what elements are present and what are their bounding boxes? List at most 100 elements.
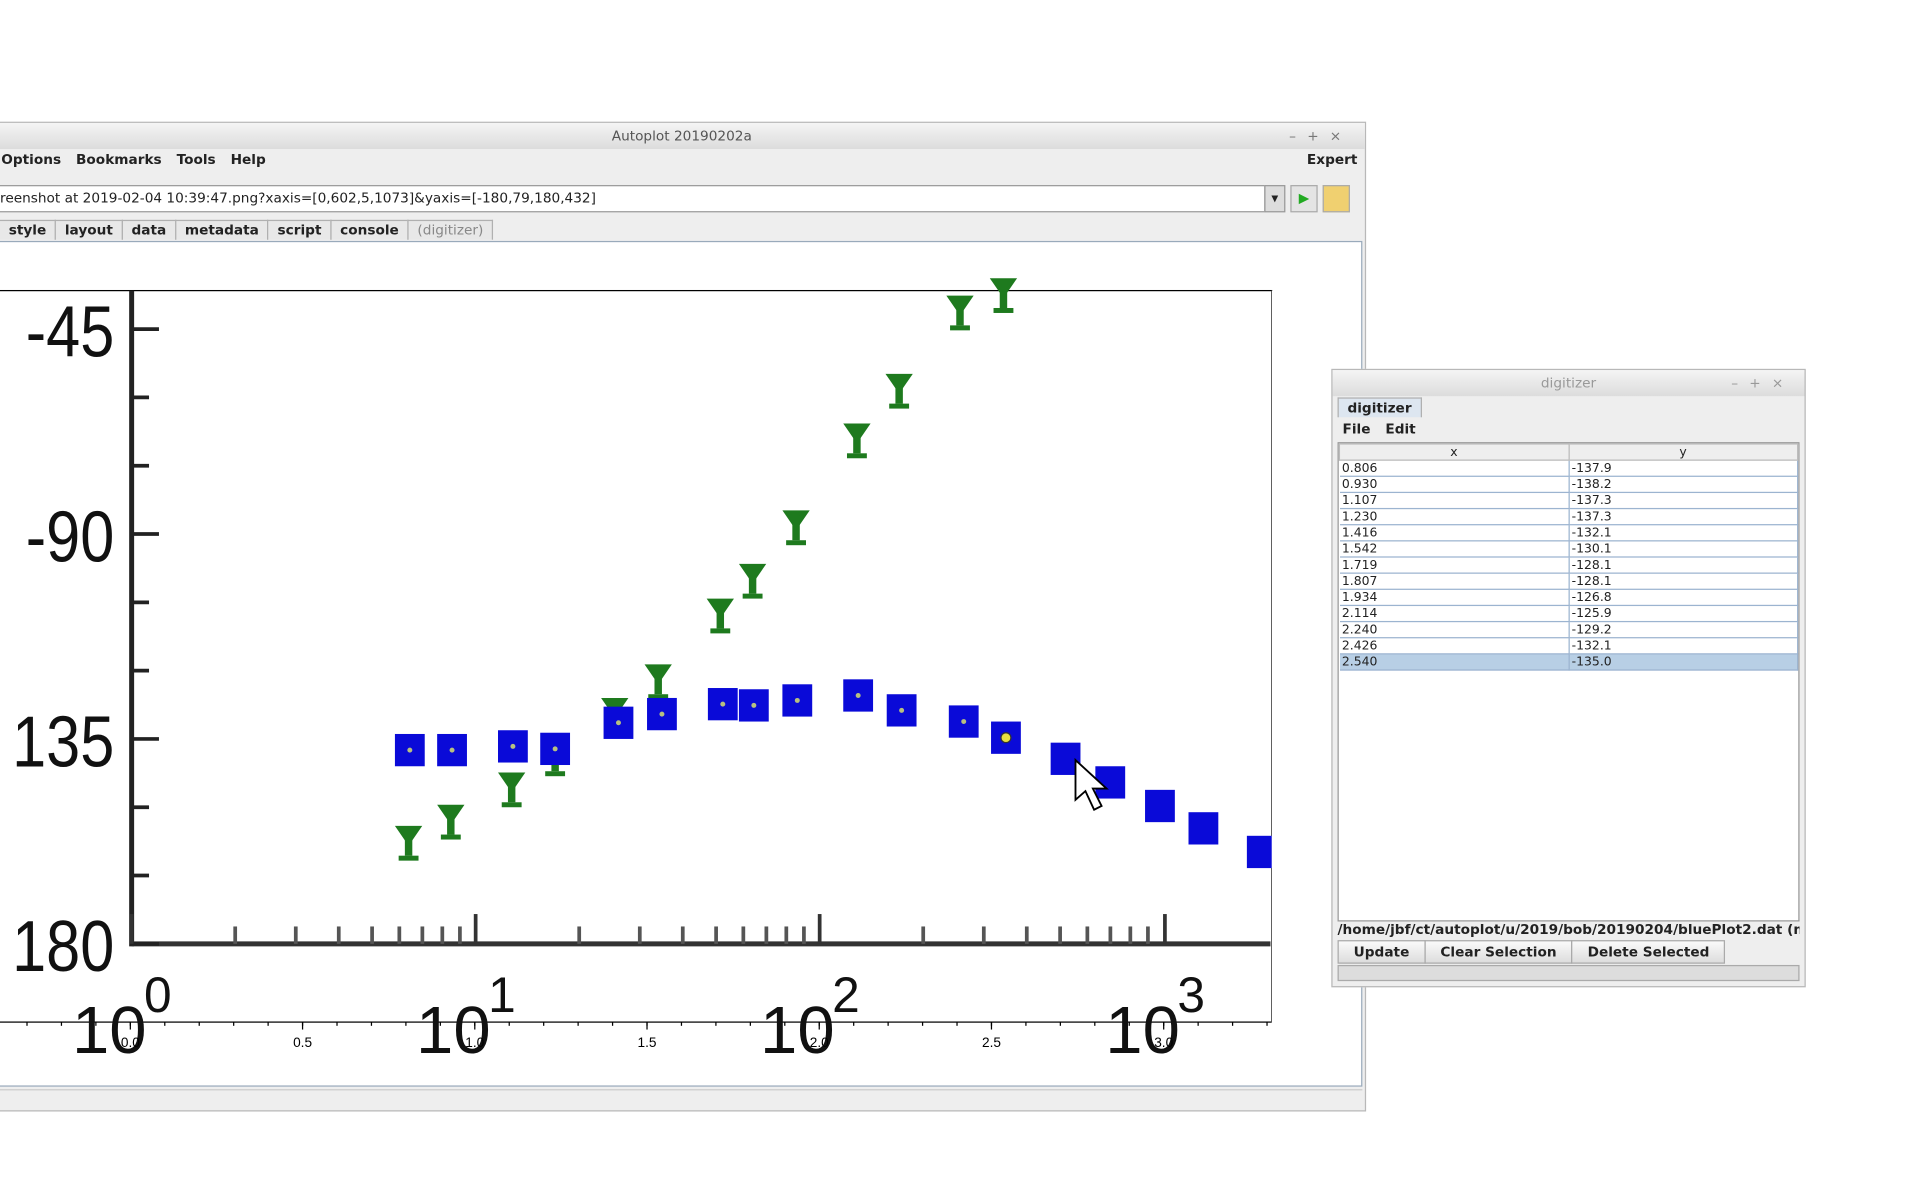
table-row[interactable]: 2.240 -129.2 [1339, 621, 1799, 639]
button[interactable]: Clear Selection [1424, 940, 1573, 964]
image-marker [999, 283, 1008, 308]
table-cell: -128.1 [1568, 556, 1799, 574]
scrollbar[interactable] [1337, 964, 1800, 982]
digitized-point[interactable] [1000, 732, 1012, 744]
menu-bar: File Edit [1343, 420, 1431, 440]
title-bar: Autoplot 20190202a –+× [0, 122, 1365, 150]
x-tick-label: 0.5 [293, 1035, 312, 1050]
status-bar [0, 1089, 1363, 1111]
image-x-label: 10 [72, 993, 147, 1068]
image-y-label: 180 [12, 907, 114, 988]
uri-field[interactable]: reenshot at 2019-02-04 10:39:47.png?xaxi… [0, 185, 1266, 213]
table-cell: -129.2 [1568, 621, 1799, 639]
table-cell: -132.1 [1568, 637, 1799, 655]
table-row[interactable]: 2.114 -125.9 [1339, 605, 1799, 623]
menu-item[interactable]: Edit [1385, 421, 1416, 438]
image-x-label: 10 [760, 993, 835, 1068]
table-cell: -132.1 [1568, 524, 1799, 542]
menu-item[interactable]: Help [230, 151, 266, 168]
table-row[interactable]: 1.934 -126.8 [1339, 589, 1799, 607]
plot-frame [0, 289, 1273, 1023]
table-row[interactable]: 1.416 -132.1 [1339, 524, 1799, 542]
digitized-point[interactable] [552, 746, 558, 752]
image-y-label: -90 [26, 497, 114, 578]
tab[interactable]: layout [54, 219, 123, 240]
mouse-cursor [1074, 757, 1109, 811]
digitized-point[interactable] [615, 720, 621, 726]
image-marker [748, 568, 757, 594]
button-bar: Update Clear Selection Delete Selected [1337, 940, 1726, 964]
digitized-point[interactable] [407, 747, 413, 753]
digitizer-tab[interactable]: digitizer [1337, 397, 1422, 418]
open-button[interactable] [1322, 185, 1350, 213]
button[interactable]: Delete Selected [1571, 940, 1726, 964]
image-x-label: 2 [832, 967, 860, 1023]
table-cell: 2.114 [1339, 605, 1570, 623]
menu-item[interactable]: File [1342, 421, 1371, 438]
table-row[interactable]: 0.930 -138.2 [1339, 476, 1799, 494]
image-x-label: 10 [1105, 993, 1180, 1068]
digitized-point[interactable] [659, 711, 665, 717]
table-cell: 2.426 [1339, 637, 1570, 655]
x-tick-label: 2.0 [810, 1035, 829, 1050]
image-marker [853, 428, 861, 454]
digitized-point[interactable] [510, 743, 516, 749]
table-cell: 1.230 [1339, 508, 1570, 526]
tab[interactable]: metadata [174, 219, 269, 240]
window-controls[interactable]: –+× [1289, 127, 1353, 145]
tab[interactable]: (digitizer) [407, 219, 494, 240]
digitized-point[interactable] [720, 701, 726, 707]
image-marker [956, 300, 964, 326]
image-x-label: 3 [1177, 967, 1205, 1023]
image-marker [846, 453, 867, 459]
table-cell: -137.9 [1568, 460, 1799, 477]
tab-bar: style layout data metadata script console (dig… [0, 219, 494, 240]
table-row[interactable]: 1.719 -128.1 [1339, 556, 1799, 574]
uri-text: reenshot at 2019-02-04 10:39:47.png?xaxi… [0, 190, 596, 207]
table-area: x y 0.806 -137.9 0.930 -138.2 1.107 -137.3 1.230… [1337, 442, 1800, 922]
title-bar: digitizer –+× [1332, 370, 1805, 397]
menu-item[interactable]: Bookmarks [76, 151, 162, 168]
data-table: x y 0.806 -137.9 0.930 -138.2 1.107 -137.3 1.230… [1338, 443, 1799, 671]
image-marker [716, 603, 725, 629]
expert-menu[interactable]: Expert [1306, 151, 1358, 168]
table-cell: 0.806 [1339, 460, 1570, 477]
uri-dropdown[interactable]: ▾ [1264, 185, 1286, 213]
table-cell: -130.1 [1568, 540, 1799, 558]
table-cell: -128.1 [1568, 573, 1799, 590]
window-controls[interactable]: –+× [1731, 375, 1795, 392]
image-marker [440, 834, 461, 840]
digitized-point[interactable] [449, 747, 455, 753]
digitized-point[interactable] [899, 707, 905, 713]
table-cell: -138.2 [1568, 476, 1799, 494]
menu-item[interactable]: Tools [176, 151, 216, 168]
digitized-point[interactable] [855, 692, 861, 698]
table-row[interactable]: 2.540 -135.0 [1339, 653, 1799, 671]
image-marker [889, 403, 910, 409]
table-cell: 0.930 [1339, 476, 1570, 494]
image-marker [895, 378, 903, 404]
table-row[interactable]: 1.107 -137.3 [1339, 492, 1799, 510]
table-cell: 1.416 [1339, 524, 1570, 542]
digitized-point[interactable] [961, 719, 967, 725]
window-title: digitizer [1540, 375, 1597, 392]
table-row[interactable]: 1.542 -130.1 [1339, 540, 1799, 558]
digitized-point[interactable] [751, 702, 757, 708]
image-marker [507, 777, 516, 803]
table-row[interactable]: 1.230 -137.3 [1339, 508, 1799, 526]
table-cell: 2.240 [1339, 621, 1570, 639]
image-x-label: 1 [488, 967, 516, 1023]
image-marker [792, 515, 800, 541]
table-row[interactable]: 2.426 -132.1 [1339, 637, 1799, 655]
menu-item[interactable]: Options [1, 151, 62, 168]
button[interactable]: Update [1337, 940, 1426, 964]
digitized-point[interactable] [794, 697, 800, 703]
image-marker [1145, 789, 1175, 823]
column-header: x [1338, 443, 1570, 461]
table-cell: 2.540 [1339, 653, 1570, 671]
image-marker [545, 771, 566, 777]
go-button[interactable]: ▶ [1290, 185, 1318, 213]
table-row[interactable]: 0.806 -137.9 [1339, 460, 1799, 477]
x-tick-label: 1.0 [465, 1035, 484, 1050]
table-row[interactable]: 1.807 -128.1 [1339, 573, 1799, 590]
